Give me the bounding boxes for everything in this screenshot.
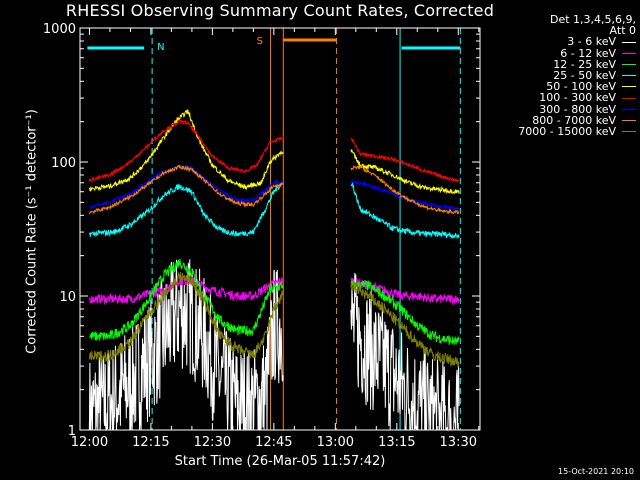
x-tick-label: 13:00 [317,435,354,450]
legend-entry: 25 - 50 keV [482,70,636,81]
generation-timestamp: 15-Oct-2021 20:10 [558,467,634,476]
series-line [350,179,460,212]
series-line [350,164,460,215]
legend-entry-label: 800 - 7000 keV [532,113,616,127]
legend-entry-label: 7000 - 15000 keV [518,125,616,139]
x-tick-label: 12:30 [194,435,231,450]
series-line [350,281,460,368]
series-line [350,279,460,346]
saa-label: S [257,36,263,47]
series-line [88,276,284,306]
legend-entry-label: 12 - 25 keV [553,57,616,71]
legend-swatch [622,108,636,110]
y-tick-label: 100 [51,156,76,171]
legend-swatch [622,119,636,121]
y-tick-label: 1000 [43,22,76,37]
series-line [88,164,284,215]
legend-swatch [622,75,636,77]
series-line [350,181,460,240]
x-tick-label: 13:30 [440,435,477,450]
series-line [88,181,284,237]
legend-entry-label: 100 - 300 keV [539,91,616,105]
legend-swatch [622,63,636,65]
series-lines [88,109,460,432]
legend-swatch [622,86,636,88]
legend-entry: 3 - 6 keV [482,35,636,49]
legend-entry: 300 - 800 keV [482,102,636,116]
legend: Det 1,3,4,5,6,9, Att 0 3 - 6 keV 6 - 12 k… [482,14,636,137]
chart-title: RHESSI Observing Summary Count Rates, Co… [65,1,495,20]
x-tick-label: 12:45 [255,435,292,450]
series-line [88,119,284,182]
y-tick-label: 10 [59,290,76,305]
series-line [350,137,460,183]
series-line [350,277,460,306]
series-line [89,258,284,341]
y-axis-label: Corrected Count Rate (s⁻¹ detector⁻¹) [24,109,40,354]
legend-detectors: Det 1,3,4,5,6,9, [549,13,636,26]
legend-entry-label: 25 - 50 keV [553,69,616,83]
x-axis-label: Start Time (26-Mar-05 11:57:42) [174,454,386,469]
legend-entry-label: 6 - 12 keV [560,46,616,60]
legend-entry: 6 - 12 keV [482,46,636,60]
series-line [88,259,284,432]
legend-entry-label: 300 - 800 keV [539,102,616,116]
x-tick-label: 12:15 [132,435,169,450]
legend-entry-label: 3 - 6 keV [567,35,616,49]
plot-frame [79,27,481,431]
legend-swatch [622,41,636,43]
y-tick-label: 1 [68,424,76,439]
series-line [88,271,284,363]
series-line [350,148,460,195]
series-line [88,109,284,192]
legend-entries: 3 - 6 keV 6 - 12 keV 12 - 25 keV 25 - 50 ke… [482,36,636,137]
x-tick-label: 12:00 [71,435,108,450]
legend-entry: 7000 - 15000 keV [482,126,636,137]
legend-swatch [622,97,636,99]
x-tick-label: 13:15 [378,435,415,450]
legend-entry: 800 - 7000 keV [482,115,636,126]
legend-swatch [622,52,636,54]
legend-swatch [622,131,636,133]
night-label: N [157,42,164,53]
axes: 12:00 12:15 12:30 12:45 13:00 13:15 13:30 1 10 10… [43,22,481,450]
legend-entry-label: 50 - 100 keV [546,80,616,94]
legend-entry: 50 - 100 keV [482,81,636,92]
legend-entry: 100 - 300 keV [482,91,636,105]
legend-attenuator: Att 0 [609,24,636,38]
legend-entry: 12 - 25 keV [482,59,636,70]
